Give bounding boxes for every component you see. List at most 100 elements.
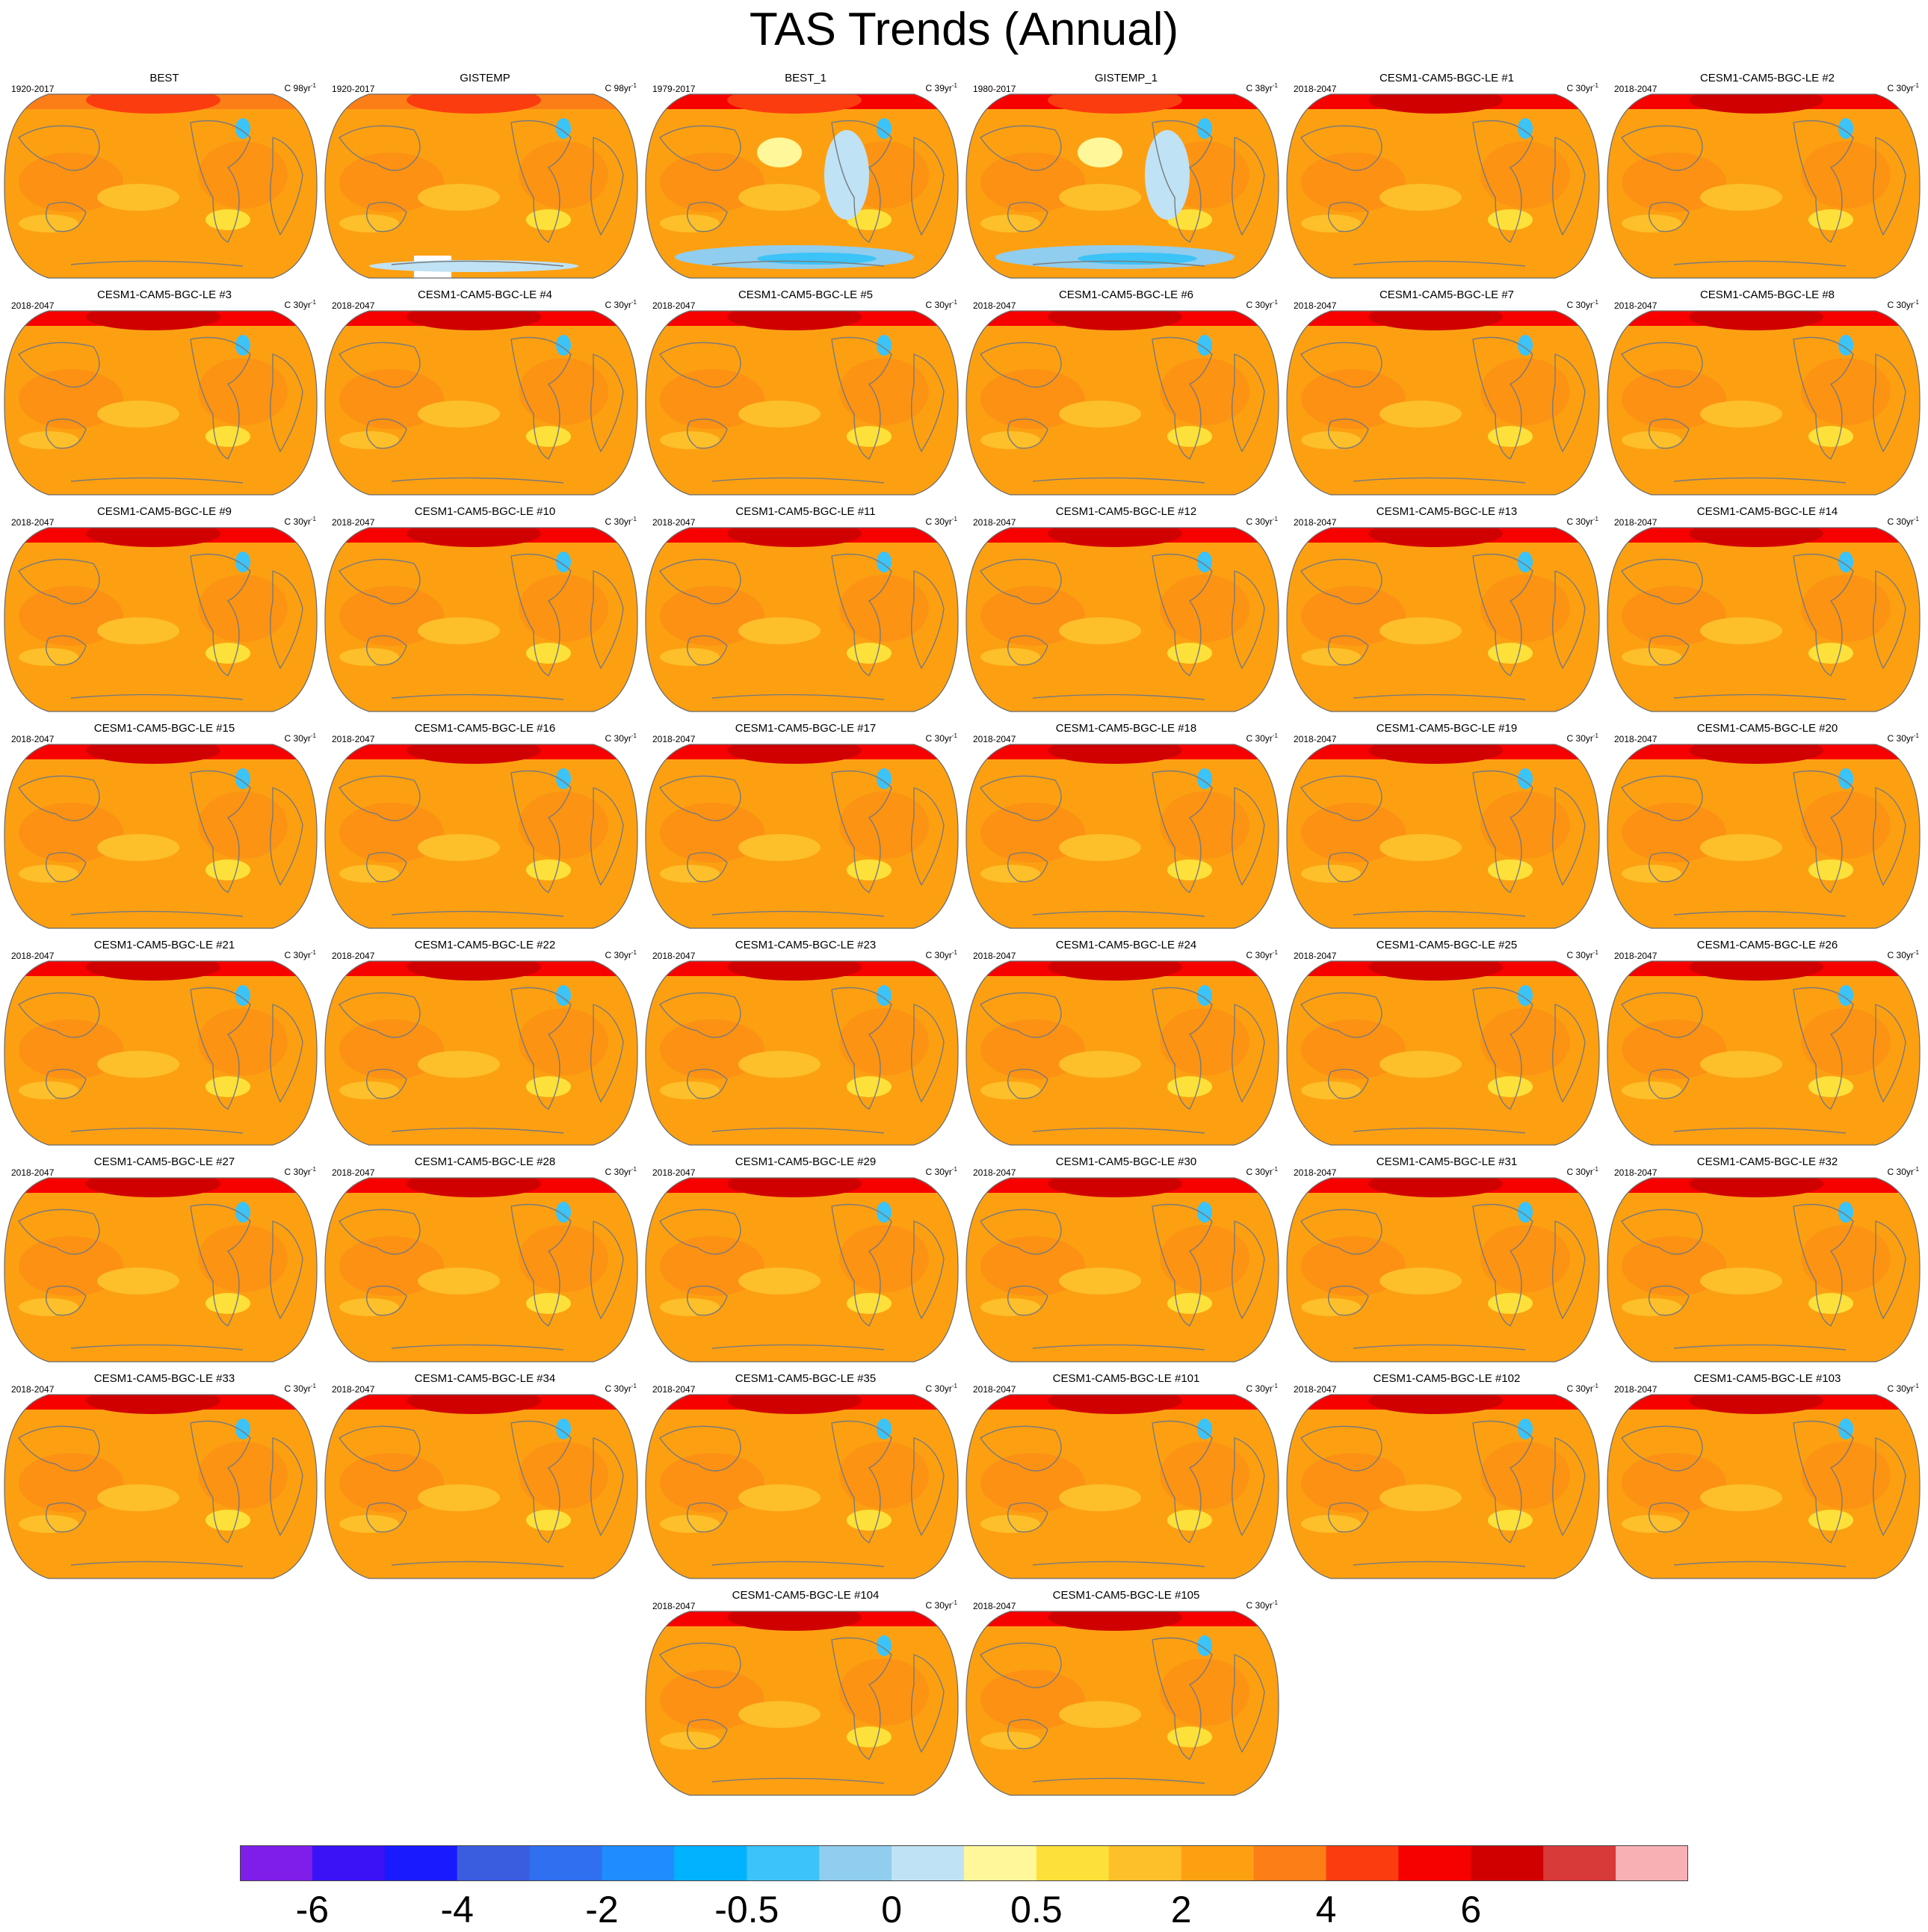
panel-units: C 30yr-1 (1246, 1383, 1278, 1394)
panel-title: CESM1-CAM5-BGC-LE #2 (1699, 72, 1835, 84)
world-map (1286, 93, 1600, 279)
panel-units: C 98yr-1 (284, 82, 316, 93)
panel-units: C 30yr-1 (925, 732, 957, 744)
panel-title: CESM1-CAM5-BGC-LE #26 (1696, 939, 1838, 951)
map-panel: CESM1-CAM5-BGC-LE #25 2018-2047 C 30yr-1 (1286, 939, 1607, 1152)
colorbar-swatch (1543, 1845, 1616, 1881)
panel-period: 1920-2017 (11, 84, 55, 94)
panel-title: CESM1-CAM5-BGC-LE #16 (414, 722, 556, 735)
panel-period: 2018-2047 (332, 1167, 375, 1178)
map-panel: CESM1-CAM5-BGC-LE #34 2018-2047 C 30yr-1 (324, 1372, 646, 1585)
map-panel: CESM1-CAM5-BGC-LE #12 2018-2047 C 30yr-1 (965, 505, 1287, 718)
panel-title: CESM1-CAM5-BGC-LE #12 (1055, 505, 1197, 518)
world-map (4, 527, 318, 712)
panel-period: 2018-2047 (1294, 734, 1337, 744)
panel-title: CESM1-CAM5-BGC-LE #14 (1696, 505, 1838, 518)
panel-title: CESM1-CAM5-BGC-LE #15 (93, 722, 235, 735)
panel-period: 2018-2047 (11, 1384, 55, 1395)
panel-title: CESM1-CAM5-BGC-LE #17 (735, 722, 877, 735)
colorbar-swatch (1108, 1845, 1182, 1881)
panel-period: 2018-2047 (332, 517, 375, 528)
colorbar-swatch (1253, 1845, 1326, 1881)
world-map (4, 310, 318, 496)
panel-title: CESM1-CAM5-BGC-LE #21 (93, 939, 235, 951)
panel-title: CESM1-CAM5-BGC-LE #35 (735, 1372, 877, 1385)
colorbar-tick-label: -6 (295, 1889, 330, 1931)
panel-period: 2018-2047 (652, 300, 696, 311)
map-panel: CESM1-CAM5-BGC-LE #103 2018-2047 C 30yr-1 (1607, 1372, 1928, 1585)
world-map (645, 1611, 959, 1796)
map-panel: CESM1-CAM5-BGC-LE #35 2018-2047 C 30yr-1 (645, 1372, 966, 1585)
world-map (645, 310, 959, 496)
panel-period: 2018-2047 (973, 1167, 1016, 1178)
world-map (324, 527, 638, 712)
world-map (4, 744, 318, 929)
world-map (965, 310, 1279, 496)
panel-title: CESM1-CAM5-BGC-LE #104 (732, 1589, 880, 1602)
colorbar-swatch (964, 1845, 1037, 1881)
panel-title: CESM1-CAM5-BGC-LE #22 (414, 939, 556, 951)
panel-units: C 30yr-1 (1566, 732, 1598, 744)
panel-period: 2018-2047 (652, 1384, 696, 1395)
panel-units: C 39yr-1 (925, 82, 957, 93)
panel-period: 2018-2047 (332, 734, 375, 744)
map-panel: CESM1-CAM5-BGC-LE #31 2018-2047 C 30yr-1 (1286, 1155, 1607, 1368)
panel-period: 1980-2017 (973, 84, 1016, 94)
panel-units: C 30yr-1 (925, 299, 957, 310)
panel-title: CESM1-CAM5-BGC-LE #11 (735, 505, 876, 518)
panel-period: 2018-2047 (652, 1601, 696, 1611)
map-panel: BEST_1 1979-2017 C 39yr-1 (645, 72, 966, 285)
colorbar-tick-label: 0.5 (1010, 1889, 1063, 1931)
panel-title: CESM1-CAM5-BGC-LE #28 (414, 1155, 556, 1168)
world-map (324, 93, 638, 279)
world-map (965, 1394, 1279, 1579)
page-title: TAS Trends (Annual) (749, 4, 1179, 55)
world-map (1607, 744, 1921, 929)
map-panel: CESM1-CAM5-BGC-LE #9 2018-2047 C 30yr-1 (4, 505, 325, 718)
panel-title: GISTEMP (460, 72, 510, 84)
panel-period: 2018-2047 (973, 1384, 1016, 1395)
map-panel: CESM1-CAM5-BGC-LE #11 2018-2047 C 30yr-1 (645, 505, 966, 718)
map-panel: CESM1-CAM5-BGC-LE #14 2018-2047 C 30yr-1 (1607, 505, 1928, 718)
panel-period: 2018-2047 (1294, 300, 1337, 311)
world-map (324, 960, 638, 1146)
panel-units: C 30yr-1 (925, 1383, 957, 1394)
panel-units: C 30yr-1 (1246, 949, 1278, 960)
panel-title: CESM1-CAM5-BGC-LE #30 (1055, 1155, 1197, 1168)
panel-period: 2018-2047 (1294, 1384, 1337, 1395)
panel-units: C 30yr-1 (1246, 1599, 1278, 1611)
panel-units: C 30yr-1 (1566, 949, 1598, 960)
panel-units: C 30yr-1 (1246, 1166, 1278, 1177)
panel-units: C 30yr-1 (284, 1166, 316, 1177)
panel-title: CESM1-CAM5-BGC-LE #27 (93, 1155, 235, 1168)
colorbar-swatch (892, 1845, 965, 1881)
colorbar-tick-label: -4 (440, 1889, 474, 1931)
world-map (1607, 310, 1921, 496)
map-panel: CESM1-CAM5-BGC-LE #7 2018-2047 C 30yr-1 (1286, 288, 1607, 501)
map-panel: CESM1-CAM5-BGC-LE #29 2018-2047 C 30yr-1 (645, 1155, 966, 1368)
colorbar-tick-label: 6 (1460, 1889, 1482, 1931)
colorbar-swatch (747, 1845, 820, 1881)
map-panel: CESM1-CAM5-BGC-LE #8 2018-2047 C 30yr-1 (1607, 288, 1928, 501)
panel-title: CESM1-CAM5-BGC-LE #5 (738, 288, 874, 301)
panel-period: 2018-2047 (11, 951, 55, 961)
colorbar-swatch (602, 1845, 675, 1881)
colorbar-tick-label: 2 (1170, 1889, 1192, 1931)
panel-units: C 98yr-1 (605, 82, 637, 93)
panel-units: C 30yr-1 (605, 732, 637, 744)
panel-period: 1920-2017 (332, 84, 375, 94)
map-panel: CESM1-CAM5-BGC-LE #102 2018-2047 C 30yr-1 (1286, 1372, 1607, 1585)
panel-title: CESM1-CAM5-BGC-LE #13 (1376, 505, 1518, 518)
colorbar-swatch (384, 1845, 458, 1881)
panel-units: C 30yr-1 (1566, 1383, 1598, 1394)
colorbar (240, 1845, 1688, 1881)
map-panel: CESM1-CAM5-BGC-LE #32 2018-2047 C 30yr-1 (1607, 1155, 1928, 1368)
colorbar-tick-label: 4 (1315, 1889, 1337, 1931)
panel-title: CESM1-CAM5-BGC-LE #7 (1379, 288, 1515, 301)
panel-title: CESM1-CAM5-BGC-LE #103 (1693, 1372, 1841, 1385)
world-map (1607, 527, 1921, 712)
panel-title: BEST (149, 72, 179, 84)
panel-period: 2018-2047 (973, 300, 1016, 311)
map-panel-grid: BEST 1920-2017 C 98yr-1 GISTEMP 1920-2017 C 9… (4, 72, 1928, 1796)
map-panel: CESM1-CAM5-BGC-LE #1 2018-2047 C 30yr-1 (1286, 72, 1607, 285)
